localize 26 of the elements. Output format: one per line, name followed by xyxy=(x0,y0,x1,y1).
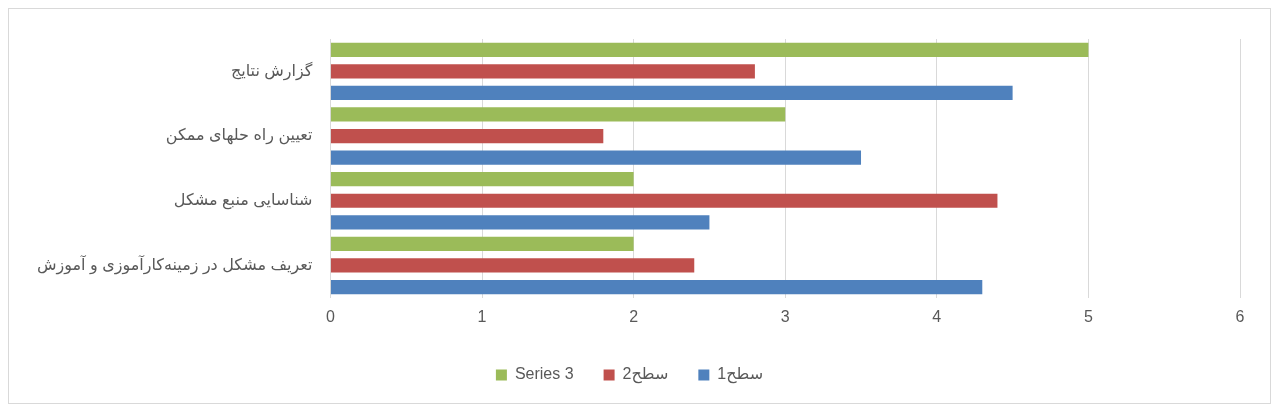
bar xyxy=(330,236,634,251)
bar xyxy=(330,64,755,79)
legend-label: Series 3 xyxy=(514,365,574,383)
x-tick-label: 1 xyxy=(477,307,487,325)
bar xyxy=(330,150,862,165)
bar xyxy=(330,258,695,273)
bar xyxy=(330,85,1013,101)
y-tick-label: گزارش نتایج xyxy=(230,60,313,81)
legend-label: سطح1 xyxy=(717,365,764,385)
x-tick-label: 0 xyxy=(325,307,335,325)
bar xyxy=(330,128,604,144)
bar xyxy=(330,172,634,187)
bar xyxy=(330,107,786,122)
x-tick-label: 3 xyxy=(780,307,790,325)
x-tick-label: 5 xyxy=(1083,307,1093,325)
x-tick-label: 6 xyxy=(1235,307,1245,325)
y-tick-label: شناسایی منبع مشکل xyxy=(173,191,313,211)
x-tick-label: 4 xyxy=(932,307,942,325)
x-tick-label: 2 xyxy=(629,307,639,325)
bar xyxy=(330,279,983,295)
bar xyxy=(330,215,710,230)
legend-label: سطح2 xyxy=(622,365,669,385)
bar xyxy=(330,193,998,208)
bar xyxy=(330,42,1089,57)
y-tick-label: تعریف مشکل در زمینه‌کارآموزی و آموزش xyxy=(37,254,313,275)
y-tick-label: تعیین راه حلهای ممکن xyxy=(165,126,313,146)
